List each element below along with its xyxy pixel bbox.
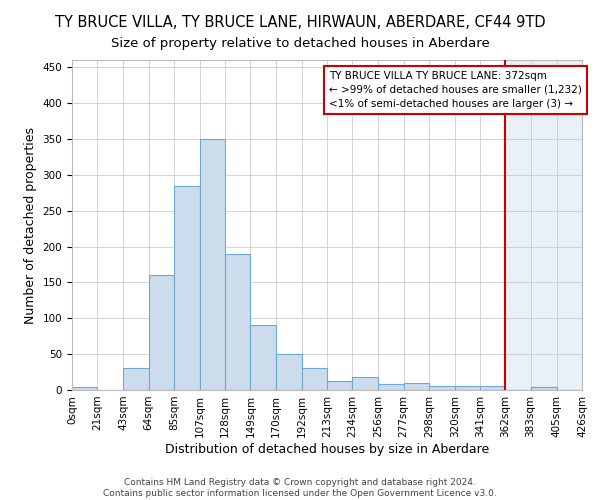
Text: TY BRUCE VILLA, TY BRUCE LANE, HIRWAUN, ABERDARE, CF44 9TD: TY BRUCE VILLA, TY BRUCE LANE, HIRWAUN, …: [55, 15, 545, 30]
Bar: [530, 387, 557, 390]
Bar: [302, 368, 327, 390]
Bar: [505, 60, 582, 390]
Bar: [480, 386, 505, 390]
X-axis label: Distribution of detached houses by size in Aberdare: Distribution of detached houses by size …: [165, 442, 489, 456]
Bar: [124, 368, 149, 390]
Bar: [379, 384, 404, 390]
Bar: [174, 186, 200, 390]
Y-axis label: Number of detached properties: Number of detached properties: [24, 126, 37, 324]
Bar: [530, 387, 557, 390]
Bar: [225, 254, 250, 390]
Bar: [275, 354, 302, 390]
Bar: [429, 386, 455, 390]
Bar: [455, 386, 480, 390]
Bar: [200, 139, 225, 390]
Text: Size of property relative to detached houses in Aberdare: Size of property relative to detached ho…: [110, 38, 490, 51]
Text: TY BRUCE VILLA TY BRUCE LANE: 372sqm
← >99% of detached houses are smaller (1,23: TY BRUCE VILLA TY BRUCE LANE: 372sqm ← >…: [329, 71, 582, 109]
Bar: [352, 377, 379, 390]
Bar: [250, 326, 275, 390]
Bar: [72, 387, 97, 390]
Bar: [149, 275, 174, 390]
Bar: [404, 383, 429, 390]
Bar: [327, 380, 352, 390]
Text: Contains HM Land Registry data © Crown copyright and database right 2024.
Contai: Contains HM Land Registry data © Crown c…: [103, 478, 497, 498]
